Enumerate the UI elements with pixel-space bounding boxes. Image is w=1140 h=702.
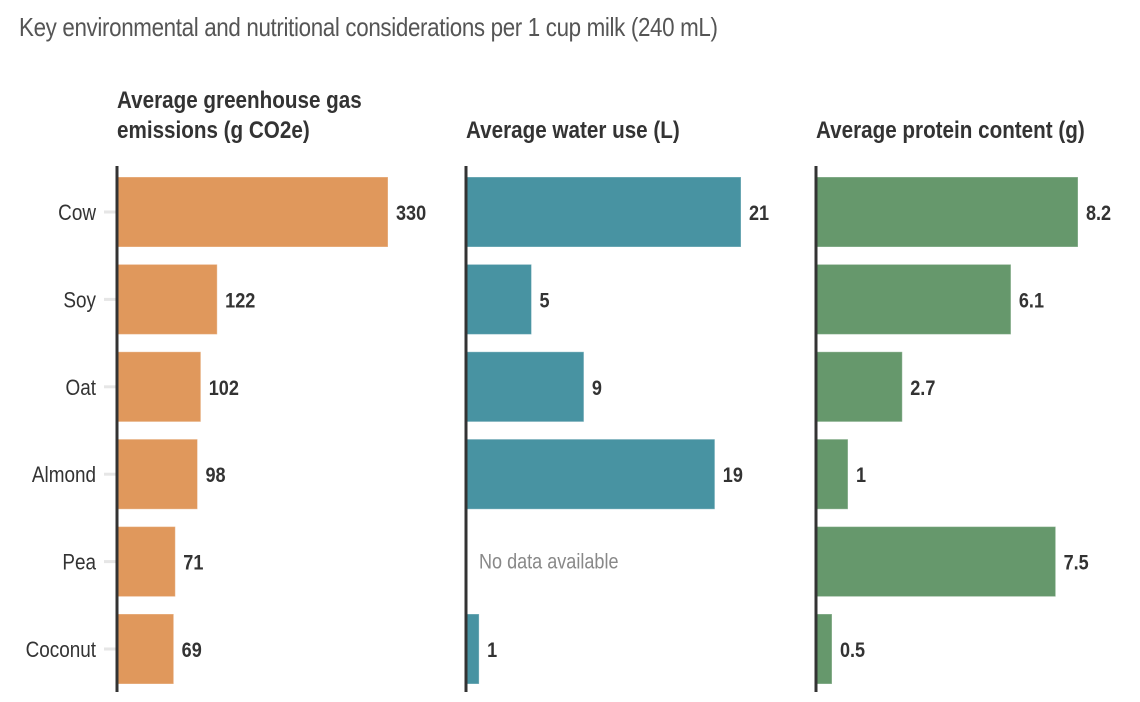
value-label-panel3-cow: 8.2 — [1086, 202, 1111, 226]
value-label-panel1-oat: 102 — [209, 377, 239, 401]
bar-panel2-soy — [465, 263, 532, 335]
panel-title-protein-line-1: Average protein content (g) — [816, 117, 1085, 144]
panel-title-water-line-1: Average water use (L) — [466, 117, 680, 144]
value-label-panel3-coconut: 0.5 — [840, 639, 865, 663]
bar-panel3-cow — [815, 176, 1079, 248]
value-label-panel1-almond: 98 — [205, 464, 225, 488]
value-label-panel3-oat: 2.7 — [910, 377, 935, 401]
bar-panel2-oat — [465, 351, 585, 423]
bar-panel3-almond — [815, 438, 849, 510]
category-label-coconut: Coconut — [26, 638, 97, 663]
category-label-oat: Oat — [66, 375, 97, 400]
value-label-panel3-pea: 7.5 — [1064, 551, 1089, 575]
value-label-panel1-cow: 330 — [396, 202, 426, 226]
bar-panel3-oat — [815, 351, 903, 423]
bar-panel3-soy — [815, 263, 1012, 335]
value-label-panel1-pea: 71 — [183, 551, 203, 575]
category-label-pea: Pea — [62, 550, 96, 575]
chart-title: Key environmental and nutritional consid… — [19, 12, 718, 42]
bar-panel1-soy — [116, 263, 218, 335]
panel-title-emissions-line-1: Average greenhouse gas — [117, 87, 362, 114]
value-label-panel1-soy: 122 — [225, 289, 255, 313]
panel-title-water: Average water use (L) — [466, 116, 680, 146]
bar-panel1-oat — [116, 351, 202, 423]
bar-panel3-coconut — [815, 613, 833, 685]
bar-panel1-almond — [116, 438, 198, 510]
panel-title-protein: Average protein content (g) — [816, 116, 1085, 146]
value-label-panel2-oat: 9 — [592, 377, 602, 401]
panel-title-emissions: Average greenhouse gas emissions (g CO2e… — [117, 86, 362, 146]
category-label-soy: Soy — [63, 288, 96, 313]
bar-panel2-coconut — [465, 613, 480, 685]
no-data-label-pea: No data available — [479, 550, 619, 574]
panel-title-emissions-line-2: emissions (g CO2e) — [117, 117, 310, 144]
bar-panel2-almond — [465, 438, 716, 510]
value-label-panel3-almond: 1 — [856, 464, 866, 488]
value-label-panel2-soy: 5 — [539, 289, 549, 313]
value-label-panel1-coconut: 69 — [182, 639, 202, 663]
bar-panel1-coconut — [116, 613, 175, 685]
category-label-cow: Cow — [58, 201, 96, 226]
value-label-panel3-soy: 6.1 — [1019, 289, 1044, 313]
value-label-panel2-cow: 21 — [749, 202, 769, 226]
bar-panel1-cow — [116, 176, 389, 248]
value-label-panel2-almond: 19 — [723, 464, 743, 488]
bar-panel1-pea — [116, 526, 176, 598]
bar-panel3-pea — [815, 526, 1057, 598]
value-label-panel2-coconut: 1 — [487, 639, 497, 663]
category-label-almond: Almond — [32, 463, 96, 488]
bar-panel2-cow — [465, 176, 742, 248]
